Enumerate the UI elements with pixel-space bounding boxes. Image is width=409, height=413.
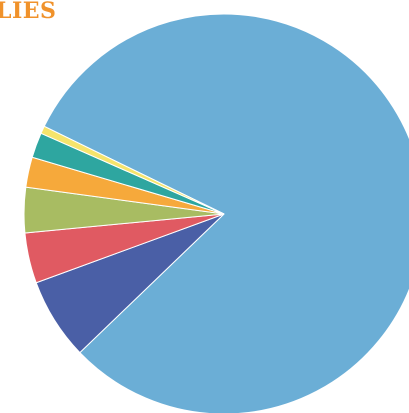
pie-slice-1 <box>43 13 409 413</box>
pie-slices <box>23 13 409 413</box>
pie-slice-7 <box>40 125 225 215</box>
chart-title: LIES <box>0 0 57 24</box>
